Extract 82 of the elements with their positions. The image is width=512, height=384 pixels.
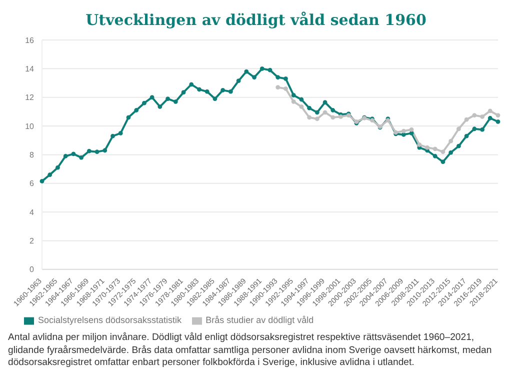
- point: [456, 126, 461, 132]
- point: [409, 127, 414, 132]
- point: [299, 97, 304, 102]
- y-tick-label: 10: [25, 122, 35, 131]
- point: [102, 148, 108, 153]
- point: [204, 89, 210, 94]
- legend-label: Brås studier av dödligt våld: [206, 315, 314, 326]
- point: [480, 127, 484, 132]
- y-tick-label: 2: [30, 236, 35, 246]
- point: [448, 150, 454, 155]
- point: [464, 117, 469, 122]
- point: [284, 86, 288, 91]
- point: [181, 90, 186, 95]
- point: [236, 78, 241, 84]
- point: [40, 179, 44, 184]
- point: [307, 106, 312, 110]
- point: [150, 95, 154, 100]
- point: [314, 116, 320, 122]
- point: [440, 150, 446, 154]
- point: [56, 165, 60, 170]
- point: [276, 85, 280, 90]
- point: [189, 82, 194, 87]
- point: [252, 75, 256, 80]
- chart-title: Utvecklingen av dödligt våld sedan 1960: [84, 10, 428, 31]
- point: [126, 115, 131, 120]
- point: [299, 104, 304, 109]
- point: [432, 146, 438, 152]
- point: [142, 100, 146, 106]
- point: [314, 110, 320, 115]
- point: [134, 108, 139, 112]
- text: Antal avlidna per miljon invånare. Dödligt våld enligt dödsorsaksregistret respektive rättsväsendet 1960–2021, glidande fyraårsmedelvärde. Brås data omfattar samtliga personer avlidna inom Sverige oavsett härkomst, medan dödsorsaksregistret omfattar enbart personer folkbokförda i Sverige, inklusive avlidna i utlandet.: [8, 332, 493, 370]
- point: [472, 113, 477, 118]
- point: [86, 148, 92, 154]
- point: [401, 128, 406, 134]
- point: [496, 120, 500, 124]
- point: [220, 88, 226, 92]
- point: [268, 68, 272, 72]
- point: [432, 154, 438, 158]
- y-tick-label: 0: [30, 265, 35, 274]
- y-tick-label: 14: [25, 64, 35, 74]
- point: [448, 138, 454, 144]
- point: [464, 134, 469, 138]
- point: [322, 100, 328, 105]
- y-tick-label: 8: [30, 150, 35, 160]
- point: [79, 155, 84, 160]
- point: [48, 172, 52, 177]
- y-tick-label: 16: [25, 36, 35, 45]
- point: [118, 130, 123, 136]
- y-tick-label: 6: [30, 179, 35, 188]
- legend-label: Socialstyrelsens dödsorsaksstatistik: [38, 315, 182, 326]
- point: [276, 75, 280, 80]
- point: [228, 89, 233, 94]
- point: [456, 144, 461, 148]
- y-tick-label: 4: [30, 208, 35, 217]
- point: [197, 87, 202, 92]
- point: [110, 134, 115, 138]
- point: [158, 104, 162, 109]
- point: [488, 116, 492, 120]
- point: [284, 76, 288, 81]
- point: [440, 160, 446, 164]
- point: [480, 114, 484, 119]
- point: [244, 69, 249, 74]
- point: [401, 132, 406, 137]
- point: [212, 96, 218, 101]
- point: [71, 152, 76, 156]
- point: [330, 115, 336, 120]
- y-tick-label: 12: [25, 93, 35, 102]
- point: [496, 113, 500, 118]
- point: [322, 110, 328, 115]
- point: [472, 126, 477, 132]
- point: [425, 145, 430, 150]
- point: [307, 115, 312, 120]
- point: [291, 92, 296, 98]
- point: [488, 108, 492, 114]
- point: [166, 96, 170, 101]
- point: [291, 99, 296, 104]
- point: [330, 108, 336, 112]
- point: [63, 154, 68, 158]
- point: [260, 66, 264, 71]
- point: [173, 99, 178, 104]
- point: [417, 142, 422, 147]
- point: [94, 150, 100, 154]
